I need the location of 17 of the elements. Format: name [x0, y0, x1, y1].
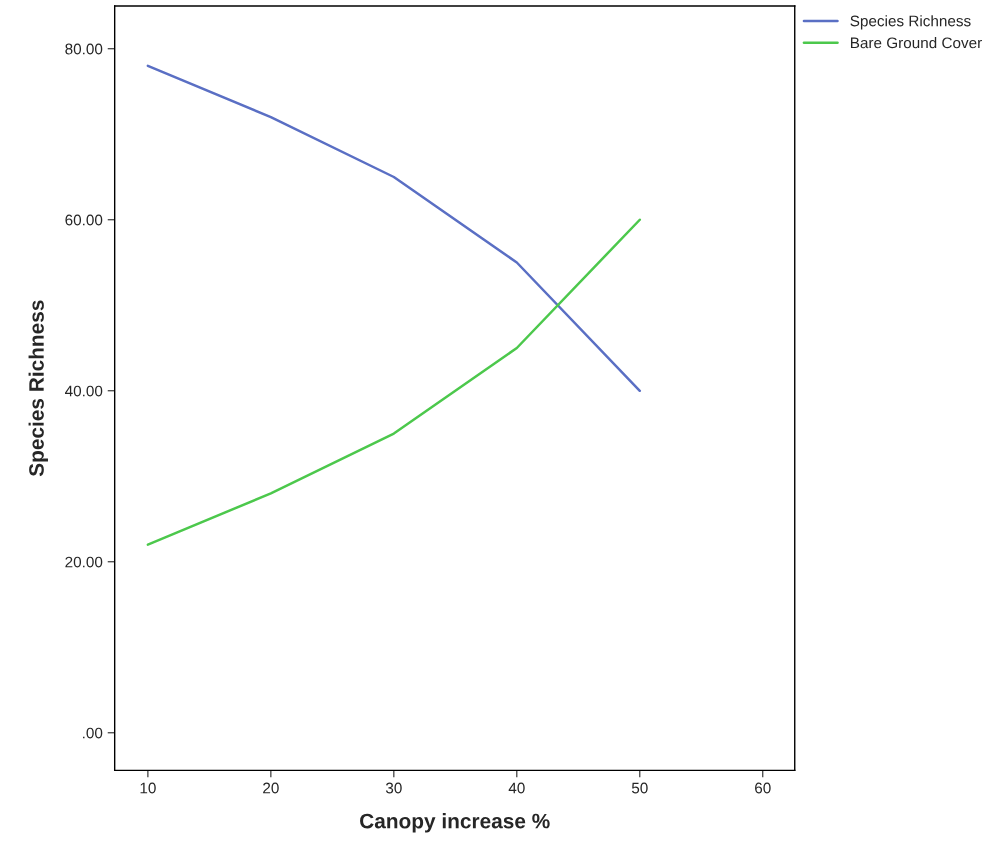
y-axis-title: Species Richness [28, 300, 48, 477]
y-tick-label: 60.00 [65, 214, 103, 226]
y-tick-label: 80.00 [65, 43, 103, 55]
x-tick-label: 10 [140, 782, 156, 794]
line-series [146, 64, 642, 393]
y-tick-label: 40.00 [65, 385, 103, 397]
x-tick-label: 60 [755, 782, 771, 794]
x-tick-label: 30 [385, 782, 402, 794]
x-tick-label: 50 [631, 782, 648, 794]
x-tick-label: 40 [508, 782, 525, 794]
y-tick-label: .00 [83, 727, 103, 739]
line-series [146, 218, 642, 546]
legend-label: Bare Ground Cover [850, 37, 982, 49]
x-axis-title: Canopy increase % [360, 813, 550, 833]
legend-label: Species Richness [850, 15, 971, 30]
x-tick-label: 20 [263, 782, 279, 794]
y-tick-label: 20.00 [65, 556, 103, 568]
